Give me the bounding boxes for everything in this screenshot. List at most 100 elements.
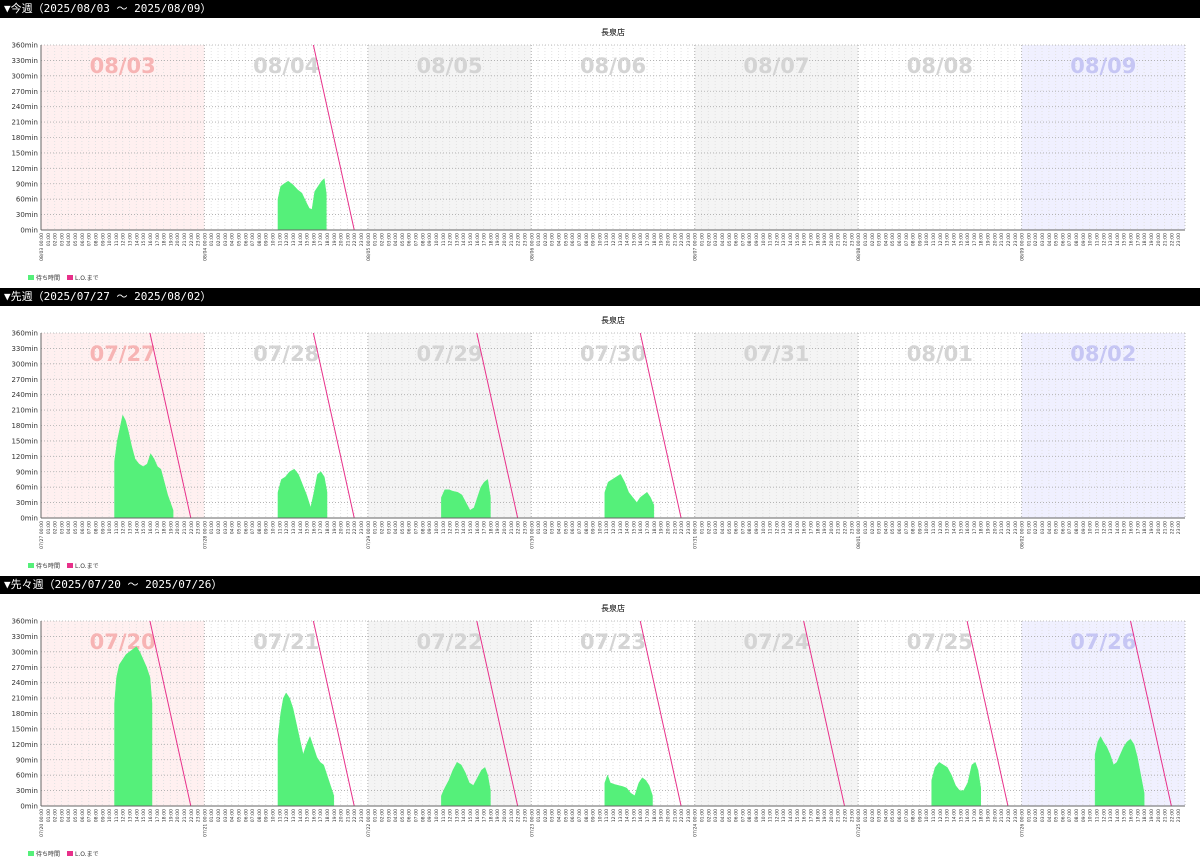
x-tick-label: 09:00: [591, 233, 597, 246]
x-tick-label: 18:00: [652, 809, 658, 822]
week-section-1: ▼先週（2025/07/27 〜 2025/08/02） 0min 30min 60…: [0, 288, 1200, 576]
x-tick-label: 19:00: [168, 521, 174, 534]
x-tick-label: 19:00: [1149, 809, 1155, 822]
x-tick-label: 14:00: [298, 809, 304, 822]
y-tick-label: 0min: [20, 803, 38, 811]
y-tick-label: 270min: [11, 376, 38, 384]
x-tick-label: 03:00: [59, 521, 65, 534]
x-tick-label: 09:00: [591, 809, 597, 822]
x-tick-label: 03:00: [59, 809, 65, 822]
x-tick-label: 07/26 00:00: [1020, 809, 1026, 837]
x-tick-label: 21:00: [672, 521, 678, 534]
x-tick-label: 01:00: [373, 809, 379, 822]
x-tick-label: 09:00: [264, 809, 270, 822]
x-tick-label: 13:00: [128, 809, 134, 822]
lo-line: [476, 333, 519, 518]
x-tick-label: 05:00: [890, 521, 896, 534]
x-tick-label: 17:00: [1135, 521, 1141, 534]
y-tick-label: 60min: [16, 484, 38, 492]
x-tick-label: 09:00: [754, 521, 760, 534]
x-tick-label: 01:00: [700, 809, 706, 822]
x-tick-label: 19:00: [659, 809, 665, 822]
x-tick-label: 15:00: [141, 521, 147, 534]
x-tick-label: 07/29 00:00: [366, 521, 372, 549]
x-tick-label: 23:00: [1176, 809, 1182, 822]
x-tick-label: 12:00: [284, 521, 290, 534]
week-section-2: ▼先々週（2025/07/20 〜 2025/07/26） 0min 30min 6…: [0, 576, 1200, 864]
x-tick-label: 07/20 00:00: [39, 809, 45, 837]
x-tick-label: 02:00: [870, 233, 876, 246]
x-tick-label: 21:00: [1163, 521, 1169, 534]
chart-title: 長泉店: [601, 27, 625, 37]
x-tick-label: 21:00: [509, 521, 515, 534]
x-tick-label: 12:00: [938, 809, 944, 822]
y-tick-label: 90min: [16, 180, 38, 188]
x-tick-label: 07:00: [904, 521, 910, 534]
x-tick-label: 01:00: [1026, 521, 1032, 534]
day-label: 07/28: [253, 342, 319, 366]
x-tick-label: 01:00: [46, 809, 52, 822]
x-tick-label: 17:00: [318, 233, 324, 246]
x-tick-label: 10:00: [924, 809, 930, 822]
y-tick-label: 270min: [11, 664, 38, 672]
legend-label-lo: L.O.まで: [75, 275, 99, 282]
x-tick-label: 18:00: [979, 809, 985, 822]
x-tick-label: 14:00: [298, 233, 304, 246]
x-tick-label: 22:00: [189, 809, 195, 822]
x-tick-label: 11:00: [441, 809, 447, 822]
wait-time-area: [604, 774, 653, 807]
x-tick-label: 14:00: [134, 809, 140, 822]
x-tick-label: 07/28 00:00: [202, 521, 208, 549]
x-tick-label: 13:00: [618, 521, 624, 534]
x-tick-label: 21:00: [182, 809, 188, 822]
x-tick-label: 18:00: [325, 233, 331, 246]
x-tick-label: 22:00: [1006, 521, 1012, 534]
x-tick-label: 08:00: [911, 809, 917, 822]
x-tick-label: 09:00: [1081, 521, 1087, 534]
x-tick-label: 23:00: [1013, 521, 1019, 534]
x-tick-label: 11:00: [1094, 521, 1100, 534]
x-tick-label: 16:00: [1129, 521, 1135, 534]
x-tick-label: 09:00: [427, 521, 433, 534]
x-tick-label: 02:00: [379, 809, 385, 822]
x-tick-label: 21:00: [836, 233, 842, 246]
legend-label-wait: 待ち時間: [36, 274, 60, 282]
x-tick-label: 16:00: [638, 521, 644, 534]
x-tick-label: 14:00: [1115, 521, 1121, 534]
x-tick-label: 12:00: [611, 809, 617, 822]
x-tick-label: 07:00: [577, 809, 583, 822]
x-tick-label: 20:00: [665, 233, 671, 246]
x-tick-label: 11:00: [1094, 809, 1100, 822]
x-tick-label: 07:00: [740, 521, 746, 534]
x-tick-label: 11:00: [114, 809, 120, 822]
x-tick-label: 08:00: [1074, 521, 1080, 534]
x-tick-label: 08:00: [93, 233, 99, 246]
x-tick-label: 10:00: [107, 233, 113, 246]
x-tick-label: 21:00: [182, 233, 188, 246]
x-tick-label: 22:00: [843, 809, 849, 822]
x-tick-label: 12:00: [1101, 809, 1107, 822]
x-tick-label: 14:00: [951, 809, 957, 822]
x-tick-label: 11:00: [114, 521, 120, 534]
x-tick-label: 18:00: [815, 521, 821, 534]
x-tick-label: 04:00: [557, 233, 563, 246]
x-tick-label: 18:00: [1142, 233, 1148, 246]
x-tick-label: 01:00: [209, 233, 215, 246]
x-tick-label: 20:00: [1156, 809, 1162, 822]
x-tick-label: 16:00: [311, 809, 317, 822]
x-tick-label: 16:00: [311, 233, 317, 246]
x-tick-label: 04:00: [66, 809, 72, 822]
x-tick-label: 23:00: [1013, 233, 1019, 246]
x-tick-label: 01:00: [1026, 233, 1032, 246]
x-tick-label: 21:00: [672, 809, 678, 822]
x-tick-label: 22:00: [679, 809, 685, 822]
x-tick-label: 15:00: [141, 809, 147, 822]
x-tick-label: 15:00: [958, 809, 964, 822]
x-tick-label: 15:00: [141, 233, 147, 246]
x-tick-label: 13:00: [945, 521, 951, 534]
x-tick-label: 08:00: [584, 521, 590, 534]
x-tick-label: 03:00: [877, 233, 883, 246]
x-tick-label: 01:00: [536, 521, 542, 534]
x-tick-label: 19:00: [168, 233, 174, 246]
x-tick-label: 02:00: [1033, 809, 1039, 822]
